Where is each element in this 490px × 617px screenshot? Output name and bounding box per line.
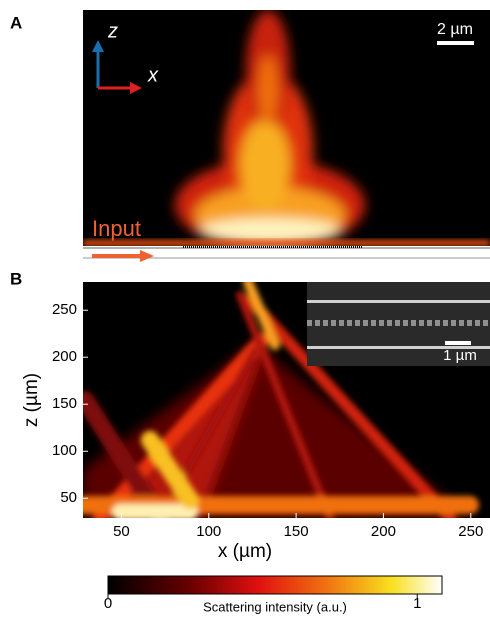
- axis-x: x: [147, 64, 159, 86]
- colorbar-tick-label: 1: [413, 595, 421, 612]
- y-tick-label: 200: [52, 348, 77, 365]
- axes: 50 100 150 200 250 50 100 150 200 250: [52, 301, 483, 540]
- y-tick-label: 100: [52, 442, 77, 459]
- axis-z: z: [107, 20, 118, 42]
- x-tick-label: 250: [458, 523, 483, 540]
- colorbar: [107, 575, 443, 595]
- inset-scale-bar-label: 1 µm: [443, 347, 477, 364]
- scale-bar-label: 2 µm: [437, 21, 473, 38]
- inset: [307, 282, 490, 366]
- input-arrow-head: [140, 250, 154, 262]
- x-tick-label: 200: [371, 523, 396, 540]
- x-tick-label: 50: [113, 523, 130, 540]
- y-axis-label: z (µm): [21, 373, 42, 427]
- x-tick-label: 100: [196, 523, 221, 540]
- z-arrow-head: [92, 40, 104, 52]
- panel-label: A: [10, 13, 22, 32]
- y-tick-label: 250: [52, 301, 77, 318]
- colorbar-title: Scattering intensity (a.u.): [203, 599, 347, 614]
- panel-label: B: [10, 269, 22, 288]
- input-label: Input: [92, 216, 141, 241]
- y-tick-label: 150: [52, 395, 77, 412]
- y-tick-label: 50: [60, 489, 77, 506]
- heatmap-b: [83, 282, 479, 518]
- colorbar-tick-label: 0: [104, 595, 112, 612]
- x-arrow-head: [130, 82, 142, 94]
- scale-bar: [437, 41, 474, 45]
- heatmap-a: [83, 10, 490, 262]
- x-axis-label: x (µm): [218, 541, 272, 562]
- x-tick-label: 150: [284, 523, 309, 540]
